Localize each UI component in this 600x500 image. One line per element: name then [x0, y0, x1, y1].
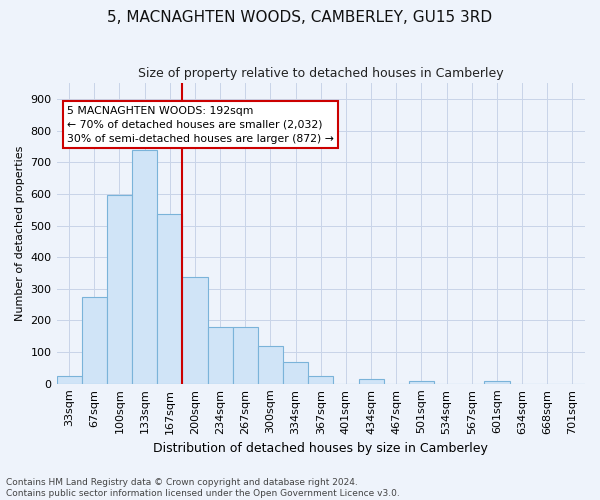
Text: 5, MACNAGHTEN WOODS, CAMBERLEY, GU15 3RD: 5, MACNAGHTEN WOODS, CAMBERLEY, GU15 3RD — [107, 10, 493, 25]
Bar — [233, 328, 258, 384]
X-axis label: Distribution of detached houses by size in Camberley: Distribution of detached houses by size … — [154, 442, 488, 455]
Title: Size of property relative to detached houses in Camberley: Size of property relative to detached ho… — [138, 68, 503, 80]
Bar — [107, 196, 132, 384]
Bar — [409, 380, 434, 384]
Bar — [258, 346, 283, 384]
Bar — [82, 296, 107, 384]
Bar — [56, 376, 82, 384]
Bar — [283, 362, 308, 384]
Bar — [484, 380, 509, 384]
Bar — [308, 376, 334, 384]
Bar — [132, 150, 157, 384]
Bar — [182, 277, 208, 384]
Text: 5 MACNAGHTEN WOODS: 192sqm
← 70% of detached houses are smaller (2,032)
30% of s: 5 MACNAGHTEN WOODS: 192sqm ← 70% of deta… — [67, 106, 334, 144]
Bar — [208, 328, 233, 384]
Text: Contains HM Land Registry data © Crown copyright and database right 2024.
Contai: Contains HM Land Registry data © Crown c… — [6, 478, 400, 498]
Y-axis label: Number of detached properties: Number of detached properties — [15, 146, 25, 321]
Bar — [359, 379, 383, 384]
Bar — [157, 214, 182, 384]
